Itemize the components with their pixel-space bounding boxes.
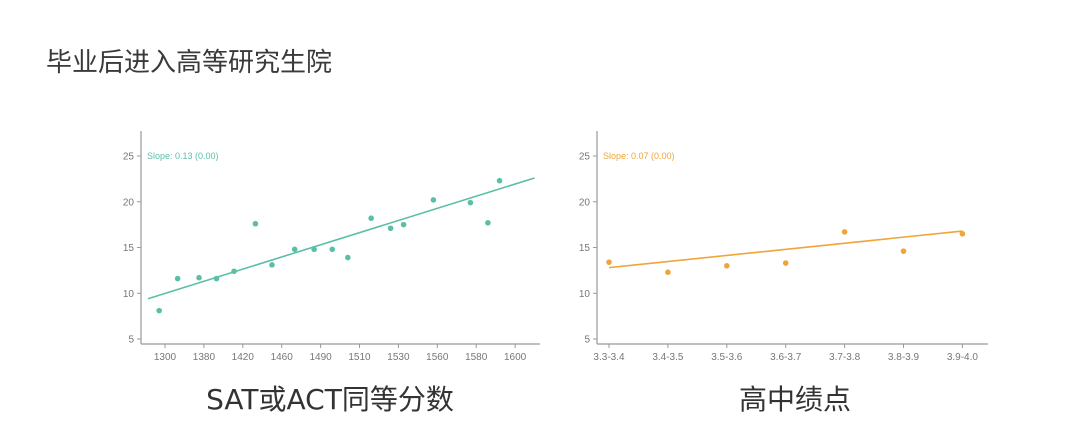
chart-2-y-tick-label: 15 bbox=[579, 243, 591, 254]
chart-1-point bbox=[156, 307, 162, 314]
chart-1-point bbox=[467, 199, 474, 206]
chart-1-x-tick-label: 1580 bbox=[465, 352, 488, 363]
chart-2-y-tick-label: 25 bbox=[579, 152, 591, 163]
chart-2-slope-annotation: Slope: 0.07 (0.00) bbox=[603, 151, 675, 161]
chart-1-point bbox=[213, 275, 220, 282]
chart-1-point bbox=[345, 254, 351, 261]
chart-1-y-tick-label: 15 bbox=[123, 243, 135, 254]
chart-1-xlabel: SAT或ACT同等分数 bbox=[206, 383, 454, 416]
chart-2-point bbox=[900, 248, 907, 254]
chart-1-point bbox=[387, 225, 394, 232]
chart-1-y-tick-label: 5 bbox=[128, 335, 134, 346]
chart-1-point bbox=[174, 275, 181, 282]
chart-2-y-tick-label: 20 bbox=[579, 197, 591, 208]
chart-1-point bbox=[329, 246, 336, 253]
page-title: 毕业后进入高等研究生院 bbox=[46, 48, 333, 78]
chart-1-point bbox=[368, 215, 374, 222]
chart-2-point bbox=[665, 269, 671, 276]
chart-1-x-tick-label: 1560 bbox=[426, 352, 449, 363]
chart-2-point bbox=[959, 230, 966, 237]
chart-1-x-tick-label: 1530 bbox=[387, 352, 410, 363]
chart-1-x-tick-label: 1300 bbox=[154, 352, 177, 363]
chart-1-point bbox=[269, 262, 275, 268]
chart-1-slope-annotation: Slope: 0.13 (0.00) bbox=[147, 151, 219, 161]
chart-2-x-tick-label: 3.5-3.6 bbox=[711, 352, 743, 363]
chart-2-x-tick-label: 3.4-3.5 bbox=[652, 352, 684, 363]
chart-1-x-tick-label: 1490 bbox=[309, 352, 332, 363]
chart-1-point bbox=[496, 177, 503, 184]
chart-2-xlabel: 高中绩点 bbox=[738, 383, 851, 416]
chart-2-x-tick-label: 3.9-4.0 bbox=[947, 352, 979, 363]
chart-1-point bbox=[291, 246, 298, 253]
chart-1-point bbox=[311, 246, 317, 253]
chart-1-x-tick-label: 1600 bbox=[504, 352, 527, 363]
chart-1-y-tick-label: 10 bbox=[123, 289, 135, 300]
chart-1-x-tick-label: 1510 bbox=[348, 352, 371, 363]
chart-1-point bbox=[400, 221, 407, 228]
chart-2-x-tick-label: 3.7-3.8 bbox=[829, 352, 861, 363]
chart-1-point bbox=[430, 197, 437, 203]
chart-1-point bbox=[196, 274, 202, 281]
chart-1-point bbox=[231, 268, 237, 275]
chart-2-y-tick-label: 5 bbox=[584, 335, 590, 346]
chart-1-point bbox=[252, 220, 259, 227]
chart-1-y-tick-label: 25 bbox=[123, 152, 135, 163]
chart-1-x-tick-label: 1420 bbox=[232, 352, 255, 363]
chart-2-x-tick-label: 3.3-3.4 bbox=[593, 352, 625, 363]
chart-1-y-tick-label: 20 bbox=[123, 197, 135, 208]
chart-2-x-tick-label: 3.8-3.9 bbox=[888, 352, 920, 363]
chart-2-point bbox=[841, 229, 848, 235]
chart-2-point bbox=[606, 259, 612, 265]
chart-1-x-tick-label: 1380 bbox=[193, 352, 216, 363]
chart-1-point bbox=[485, 219, 491, 226]
chart-1-x-tick-label: 1460 bbox=[271, 352, 294, 363]
chart-2-x-tick-label: 3.6-3.7 bbox=[770, 352, 802, 363]
chart-2-trendline bbox=[608, 230, 963, 269]
chart-2-point bbox=[782, 260, 789, 266]
chart-1-trendline bbox=[147, 177, 535, 300]
chart-2-point bbox=[724, 263, 730, 269]
chart-2-y-tick-label: 10 bbox=[579, 289, 591, 300]
